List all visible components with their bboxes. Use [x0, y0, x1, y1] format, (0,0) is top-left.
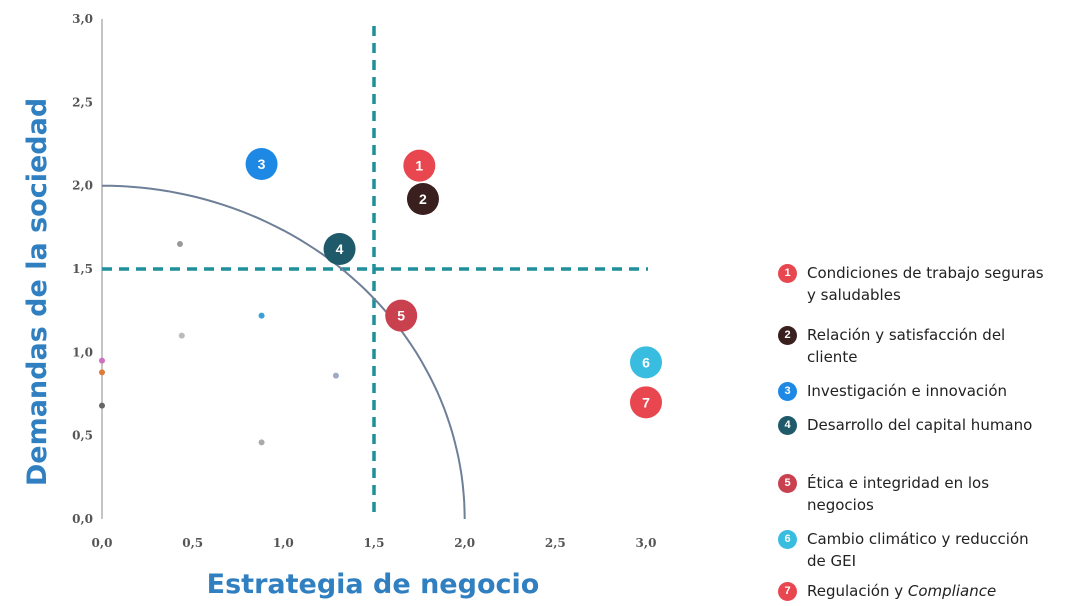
legend-marker: 1 — [778, 264, 797, 283]
issue-point-label: 7 — [642, 394, 650, 410]
legend-marker: 3 — [778, 382, 797, 401]
minor-marks — [99, 241, 339, 446]
priority-arc-curve — [101, 184, 466, 520]
legend-label: Relación y satisfacción del cliente — [807, 326, 1006, 366]
x-tick-label: 1,5 — [364, 536, 385, 550]
issue-point-4: 4 — [323, 233, 356, 265]
minor-point — [99, 402, 105, 409]
legend-marker: 7 — [778, 582, 797, 601]
issue-point-5: 5 — [385, 299, 418, 332]
legend-item-7: 7 Regulación y Compliance — [778, 580, 1052, 602]
minor-point — [176, 241, 183, 247]
issue-point-label: 2 — [419, 191, 427, 207]
y-axis-label: Demandas de la sociedad — [22, 98, 53, 486]
x-tick-label: 0,0 — [92, 536, 113, 550]
issue-point-label: 1 — [415, 158, 423, 174]
minor-point — [99, 357, 105, 364]
x-tick-label: 1,0 — [273, 536, 294, 550]
threshold-lines — [102, 26, 648, 519]
legend-label: Condiciones de trabajo seguras y saludab… — [807, 264, 1044, 304]
y-tick-label: 3,0 — [72, 12, 93, 26]
minor-point — [332, 372, 339, 379]
legend-marker: 6 — [778, 530, 797, 549]
issue-point-marker — [403, 149, 436, 182]
x-tick-label: 3,0 — [636, 536, 657, 550]
issue-point-label: 4 — [336, 241, 344, 257]
issue-point-marker — [630, 386, 662, 419]
issue-point-7: 7 — [630, 386, 662, 419]
legend-item-5: 5 Ética e integridad en los negocios — [778, 472, 1052, 516]
issue-point-1: 1 — [403, 149, 436, 182]
x-tick-label: 2,0 — [454, 536, 475, 550]
legend-marker: 2 — [778, 326, 797, 345]
x-tick-label: 2,5 — [545, 536, 566, 550]
y-tick-label: 1,0 — [72, 345, 93, 359]
legend-item-1: 1 Condiciones de trabajo seguras y saluda… — [778, 262, 1052, 306]
issue-point-marker — [406, 183, 439, 215]
x-axis-label: Estrategia de negocio — [207, 569, 540, 600]
y-tick-label: 0,5 — [72, 429, 93, 443]
issue-point-label: 6 — [642, 354, 650, 370]
y-tick-label: 1,5 — [72, 262, 93, 276]
y-tick-label: 2,5 — [72, 95, 93, 109]
legend-label: Cambio climático y reducción de GEI — [807, 530, 1029, 570]
minor-point — [258, 439, 265, 446]
legend-label: Investigación e innovación — [807, 382, 1008, 400]
x-tick-label: 0,5 — [182, 536, 203, 550]
issue-point-2: 2 — [406, 183, 439, 215]
issue-point-marker — [245, 148, 278, 180]
legend-label: Regulación y Compliance — [807, 582, 997, 600]
issue-point-marker — [630, 346, 662, 379]
legend-label: Ética e integridad en los negocios — [807, 474, 990, 514]
issue-point-label: 5 — [397, 308, 405, 324]
issue-point-3: 3 — [245, 148, 278, 180]
legend-item-2: 2 Relación y satisfacción del cliente — [778, 324, 1052, 368]
legend-label: Desarrollo del capital humano — [807, 416, 1033, 434]
y-tick-label: 2,0 — [72, 179, 93, 193]
issue-point-marker — [385, 299, 418, 332]
legend-item-6: 6 Cambio climático y reducción de GEI — [778, 528, 1052, 572]
issue-point-6: 6 — [630, 346, 662, 379]
minor-point — [258, 312, 265, 319]
legend-item-4: 4 Desarrollo del capital humano — [778, 414, 1052, 436]
minor-point — [178, 332, 185, 339]
issue-point-label: 3 — [258, 156, 266, 172]
legend-item-3: 3 Investigación e innovación — [778, 380, 1052, 402]
y-tick-label: 0,0 — [72, 512, 93, 526]
issue-point-marker — [323, 233, 356, 265]
legend-marker: 4 — [778, 416, 797, 435]
priority-arc — [101, 184, 466, 520]
minor-point — [99, 369, 105, 376]
legend-marker: 5 — [778, 474, 797, 493]
tick-labels: 0,0 0,5 1,0 1,5 2,0 2,5 3,0 0,0 0,5 1,0 1,5 2,0 2,5 3… — [72, 12, 656, 550]
data-points: 1 2 3 4 5 6 7 — [245, 148, 662, 419]
